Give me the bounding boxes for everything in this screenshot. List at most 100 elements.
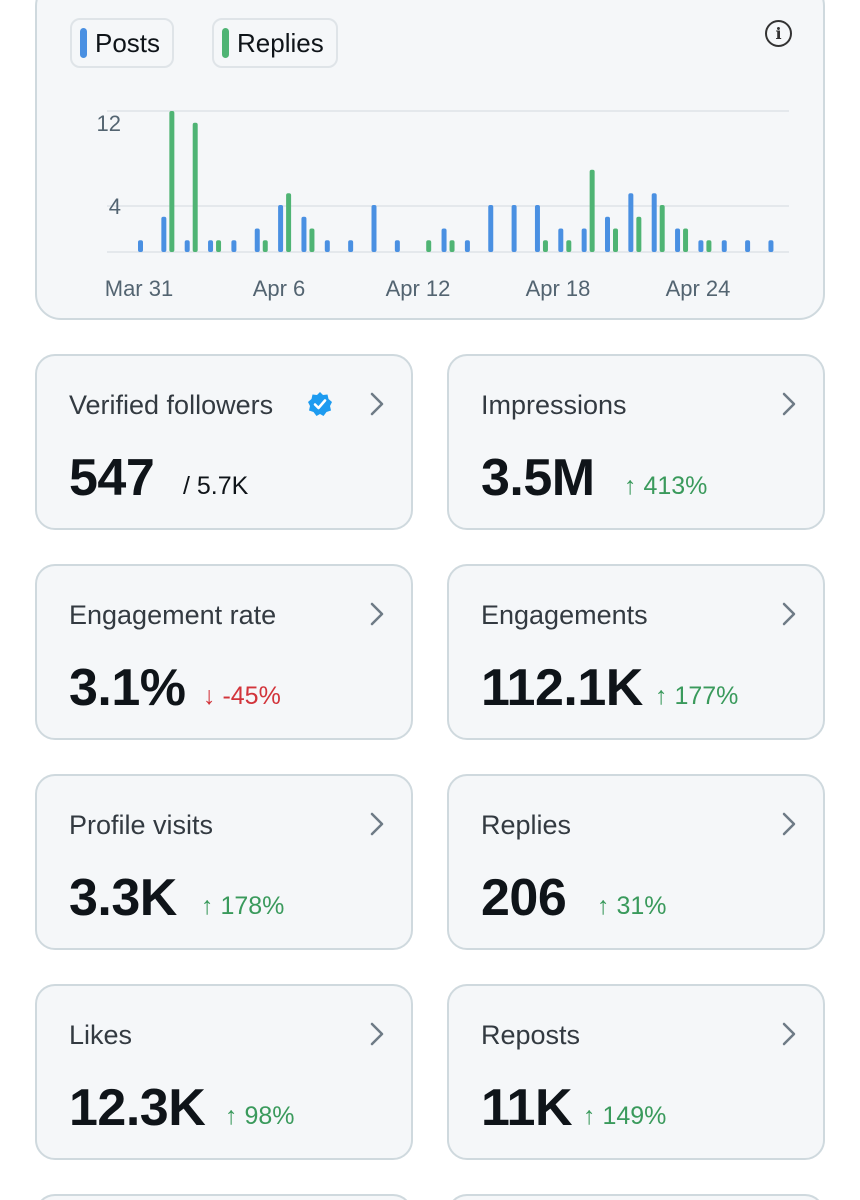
card-change: ↑ 413% bbox=[624, 472, 708, 500]
bar-replies-apr-13 bbox=[449, 240, 455, 252]
chevron-right-icon bbox=[782, 602, 796, 626]
card-value: 547 bbox=[69, 449, 155, 507]
card-value: 3.5M bbox=[481, 449, 595, 507]
card-change: ↓ -45% bbox=[203, 682, 281, 710]
card-label: Verified followers bbox=[69, 390, 274, 420]
bar-posts-apr-8 bbox=[324, 240, 330, 252]
bar-replies-apr-7 bbox=[309, 228, 315, 252]
x-tick-apr12: Apr 12 bbox=[386, 276, 451, 301]
card-verified-followers[interactable]: Verified followers 547 / 5.7K bbox=[35, 354, 413, 530]
bar-posts-apr-15 bbox=[488, 205, 494, 252]
x-tick-apr24: Apr 24 bbox=[666, 276, 731, 301]
card-label: Engagements bbox=[481, 600, 648, 630]
bar-replies-apr-12 bbox=[426, 240, 432, 252]
card-engagements[interactable]: Engagements 112.1K ↑ 177% bbox=[447, 564, 825, 740]
bar-replies-apr-6 bbox=[286, 193, 292, 252]
bar-posts-apr-20 bbox=[605, 216, 610, 252]
y-tick-12: 12 bbox=[97, 111, 121, 136]
card-label: Replies bbox=[481, 810, 572, 840]
card-change: ↑ 177% bbox=[655, 682, 739, 710]
bar-posts-apr-19 bbox=[581, 228, 587, 252]
card-change: ↑ 178% bbox=[201, 892, 285, 920]
bar-posts-apr-9 bbox=[348, 240, 354, 252]
bar-replies-apr-20 bbox=[613, 228, 618, 252]
bar-posts-apr-18 bbox=[558, 228, 564, 252]
bar-posts-apr-6 bbox=[278, 205, 284, 252]
verified-badge-icon bbox=[308, 392, 332, 416]
bar-posts-apr-16 bbox=[511, 205, 517, 252]
legend-posts[interactable]: Posts bbox=[70, 18, 175, 68]
bar-replies-apr-23 bbox=[683, 228, 689, 252]
chart-card: Posts Replies i 12 4 Mar 31 Apr 6 Apr 12… bbox=[35, 0, 825, 320]
bar-posts-apr-7 bbox=[301, 216, 307, 252]
bar-posts-apr-2 bbox=[184, 240, 190, 252]
bar-posts-apr-4 bbox=[231, 240, 237, 252]
chevron-right-icon bbox=[370, 602, 384, 626]
card-replies[interactable]: Replies 206 ↑ 31% bbox=[447, 774, 825, 950]
card-value: 11K bbox=[481, 1079, 573, 1137]
bar-posts-apr-25 bbox=[721, 240, 727, 252]
x-tick-apr6: Apr 6 bbox=[253, 276, 306, 301]
card-label: Reposts bbox=[481, 1020, 581, 1050]
activity-bar-chart: 12 4 Mar 31 Apr 6 Apr 12 Apr 18 Apr 24 bbox=[97, 110, 789, 301]
chevron-right-icon bbox=[782, 392, 796, 416]
bar-posts-apr-27 bbox=[768, 240, 774, 252]
bar-replies-apr-19 bbox=[589, 169, 595, 252]
chevron-right-icon bbox=[782, 812, 796, 836]
card-likes[interactable]: Likes 12.3K ↑ 98% bbox=[35, 984, 413, 1160]
card-value: 12.3K bbox=[69, 1079, 206, 1137]
bar-replies-apr-3 bbox=[216, 240, 222, 252]
card-label: Engagement rate bbox=[69, 600, 277, 630]
bar-group bbox=[138, 111, 774, 252]
legend-replies-label: Replies bbox=[237, 27, 324, 58]
y-tick-4: 4 bbox=[109, 194, 121, 219]
bar-posts-apr-3 bbox=[208, 240, 214, 252]
chevron-right-icon bbox=[782, 1022, 796, 1046]
card-change: ↑ 98% bbox=[225, 1102, 295, 1130]
info-icon[interactable]: i bbox=[765, 20, 792, 47]
bar-posts-apr-10 bbox=[371, 205, 377, 252]
card-label: Likes bbox=[69, 1020, 133, 1050]
bar-replies-apr-5 bbox=[262, 240, 268, 252]
card-value: 206 bbox=[481, 869, 567, 927]
card-change: ↑ 149% bbox=[583, 1102, 667, 1130]
bar-replies-apr-1 bbox=[169, 111, 175, 252]
card-label: Profile visits bbox=[69, 810, 214, 840]
bar-posts-mar-31 bbox=[138, 240, 143, 252]
legend-posts-label: Posts bbox=[95, 27, 161, 58]
card-value: 3.1% bbox=[69, 659, 186, 717]
bar-posts-apr-17 bbox=[534, 205, 540, 252]
x-tick-apr18: Apr 18 bbox=[526, 276, 591, 301]
card-value: 3.3K bbox=[69, 869, 177, 927]
bar-posts-apr-23 bbox=[675, 228, 681, 252]
bar-replies-apr-24 bbox=[706, 240, 712, 252]
bar-replies-apr-18 bbox=[566, 240, 572, 252]
posts-swatch bbox=[80, 28, 87, 58]
replies-swatch bbox=[222, 28, 229, 58]
bar-posts-apr-5 bbox=[254, 228, 260, 252]
bar-replies-apr-17 bbox=[542, 240, 548, 252]
legend-replies[interactable]: Replies bbox=[212, 18, 338, 68]
card-label: Impressions bbox=[481, 390, 627, 420]
bar-posts-apr-14 bbox=[464, 240, 470, 252]
chevron-right-icon bbox=[370, 392, 384, 416]
card-partial-right[interactable] bbox=[447, 1194, 825, 1200]
bar-posts-apr-22 bbox=[651, 193, 657, 252]
bar-replies-apr-2 bbox=[192, 122, 198, 252]
card-value: 112.1K bbox=[481, 659, 643, 717]
chevron-right-icon bbox=[370, 1022, 384, 1046]
card-change: ↑ 31% bbox=[597, 892, 667, 920]
bar-replies-apr-21 bbox=[636, 216, 642, 252]
bar-posts-apr-13 bbox=[441, 228, 447, 252]
bar-posts-apr-24 bbox=[698, 240, 704, 252]
card-engagement-rate[interactable]: Engagement rate 3.1% ↓ -45% bbox=[35, 564, 413, 740]
card-reposts[interactable]: Reposts 11K ↑ 149% bbox=[447, 984, 825, 1160]
x-tick-mar31: Mar 31 bbox=[105, 276, 173, 301]
card-impressions[interactable]: Impressions 3.5M ↑ 413% bbox=[447, 354, 825, 530]
bar-posts-apr-21 bbox=[628, 193, 634, 252]
bar-posts-apr-11 bbox=[394, 240, 400, 252]
card-partial-left[interactable] bbox=[35, 1194, 413, 1200]
bar-replies-apr-22 bbox=[659, 205, 665, 252]
chevron-right-icon bbox=[370, 812, 384, 836]
card-profile-visits[interactable]: Profile visits 3.3K ↑ 178% bbox=[35, 774, 413, 950]
